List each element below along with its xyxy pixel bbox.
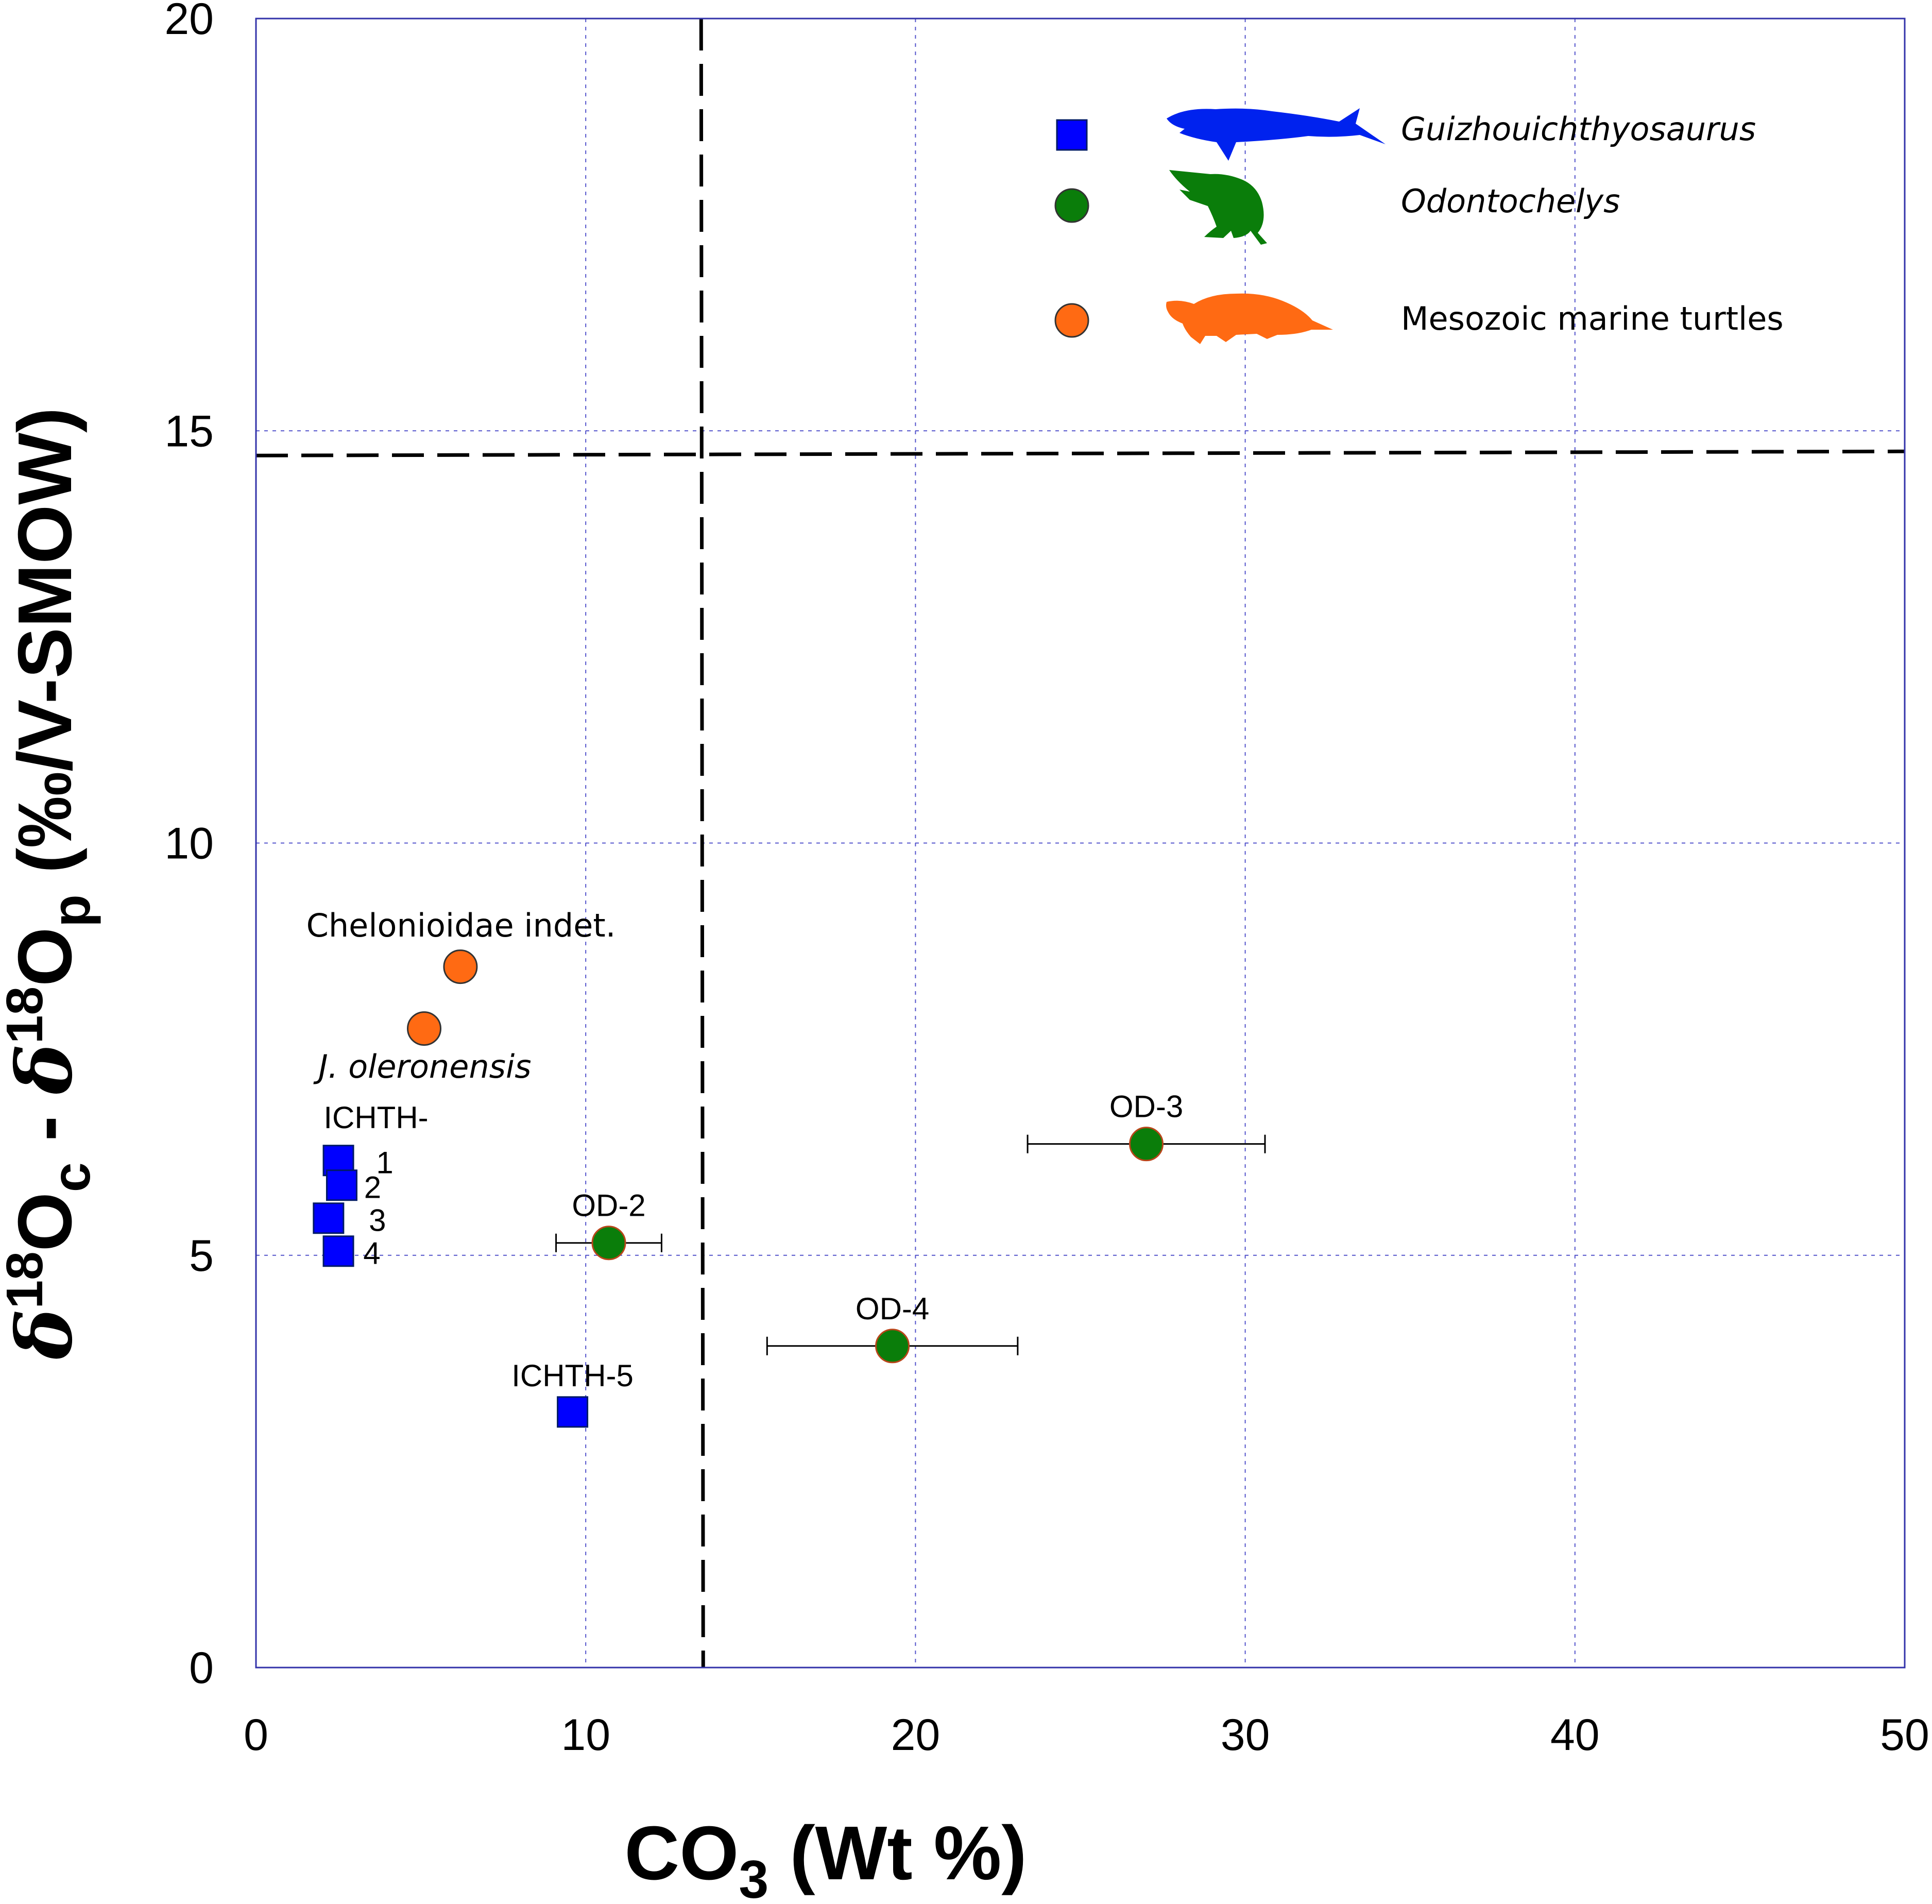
point-label-0-2: 3: [369, 1203, 386, 1238]
x-tick-label-20: 20: [891, 1710, 941, 1760]
y-tick-label-5: 5: [189, 1231, 214, 1281]
point-label-0-1: 2: [364, 1170, 381, 1205]
data-point-1-1: [1129, 1127, 1164, 1162]
point-label-1-2: OD-4: [856, 1291, 929, 1326]
x-tick-label-0: 0: [244, 1710, 268, 1760]
y-tick-label-15: 15: [164, 406, 214, 456]
legend-label-odontochelys: Odontochelys: [1401, 182, 1620, 220]
x-tick-label-10: 10: [561, 1710, 610, 1760]
data-points: [313, 949, 1164, 1428]
legend-marker-circle-green: [1054, 188, 1089, 223]
point-label-0-3: 4: [363, 1236, 380, 1271]
y-tick-label-0: 0: [189, 1643, 214, 1693]
y-tick-label-10: 10: [164, 819, 214, 869]
plot-frame: [255, 18, 1906, 1669]
annotation-j-oleronensis: J. oleronensis: [313, 1048, 532, 1085]
legend-label-mesozoic-turtles: Mesozoic marine turtles: [1401, 300, 1784, 337]
data-point-0-1: [326, 1169, 357, 1201]
stem-turtle-icon: [1169, 170, 1267, 245]
data-point-1-2: [875, 1329, 910, 1364]
point-label-0-0: 1: [376, 1146, 393, 1180]
reference-lines: [255, 18, 1905, 1668]
reference-line-vertical: [699, 18, 705, 1668]
annotation-ichth-group: ICHTH-: [323, 1100, 428, 1135]
reference-line-horizontal: [255, 449, 1905, 457]
data-point-1-0: [591, 1226, 626, 1261]
point-label-1-0: OD-2: [572, 1188, 645, 1223]
point-label-0-4: ICHTH-5: [511, 1358, 634, 1393]
legend-marker-circle-orange: [1054, 303, 1089, 338]
x-tick-label-40: 40: [1550, 1710, 1600, 1760]
y-axis-title: δ18Oc - δ18Op (‰/V-SMOW): [0, 407, 101, 1361]
legend-marker-square: [1056, 119, 1088, 151]
data-point-0-4: [557, 1396, 589, 1428]
legend: Guizhouichthyosaurus Odontochelys Mesozo…: [1054, 108, 1784, 344]
x-tick-label-30: 30: [1221, 1710, 1270, 1760]
annotation-chelonioidae: Chelonioidae indet.: [306, 907, 616, 944]
data-point-2-0: [443, 949, 478, 984]
legend-label-guizhouichthyosaurus: Guizhouichthyosaurus: [1401, 110, 1756, 148]
data-point-2-1: [407, 1011, 442, 1046]
data-point-0-2: [313, 1202, 345, 1234]
data-point-0-3: [322, 1235, 354, 1267]
sea-turtle-icon: [1166, 293, 1333, 344]
x-axis-title: CO3 (Wt %): [624, 1811, 1027, 1904]
x-tick-label-50: 50: [1880, 1710, 1929, 1760]
grid-lines: [256, 19, 1905, 1668]
ichthyosaur-icon: [1167, 108, 1386, 161]
point-label-1-1: OD-3: [1109, 1090, 1183, 1124]
y-tick-label-20: 20: [164, 0, 214, 44]
axis-ticks: 0 10 20 30 40 50 0 5 10 15 20: [164, 0, 1929, 1760]
